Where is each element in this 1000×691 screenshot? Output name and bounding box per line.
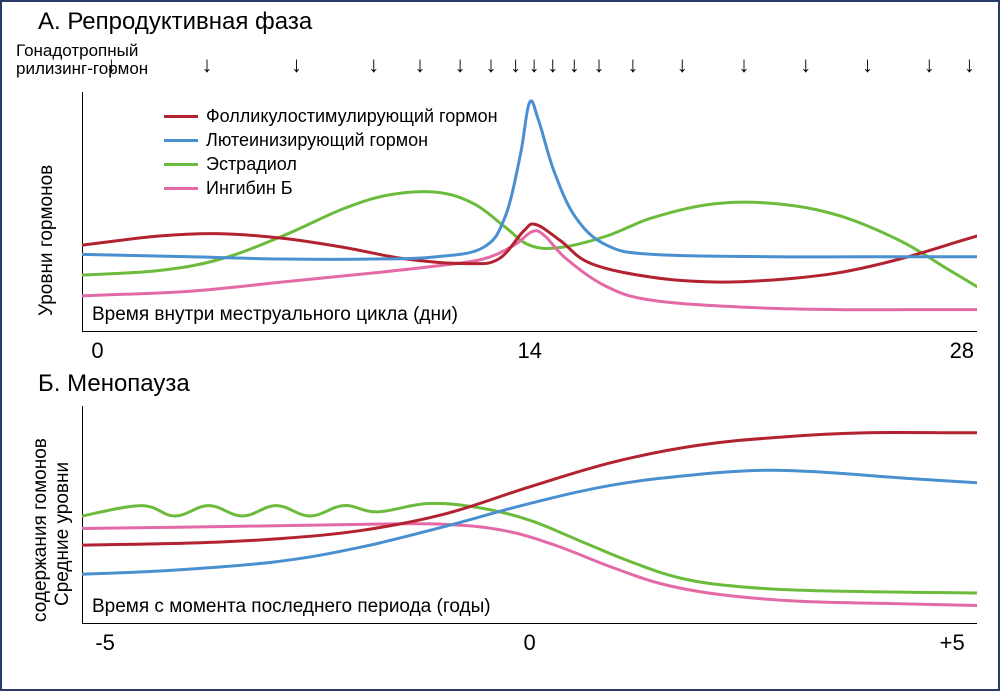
series-inhibin [82, 524, 977, 606]
panel-b-title: Б. Менопауза [38, 370, 190, 398]
x-tick-label: -5 [95, 630, 115, 656]
panel-a-ylabel: Уровни гормонов [36, 165, 58, 316]
gnrh-arrow-row: ↓ ↓ ↓ ↓ ↓ ↓ ↓ ↓ ↓ ↓ ↓ ↓ ↓ ↓ ↓ ↓ ↓ ↓ ↓ [82, 52, 977, 80]
panel-b-xinner: Время с момента последнего периода (годы… [92, 596, 491, 618]
legend-label: Эстрадиол [206, 154, 297, 175]
panel-b-plot: Средние уровни содержания гомонов Время … [82, 406, 977, 624]
gnrh-arrow-icon: ↓ [800, 54, 811, 76]
panel-a-title: А. Репродуктивная фаза [38, 8, 988, 36]
panel-a-xinner: Время внутри меструального цикла (дни) [92, 304, 458, 326]
gnrh-arrow-icon: ↓ [862, 54, 873, 76]
gnrh-arrow-icon: ↓ [593, 54, 604, 76]
gnrh-arrow-icon: ↓ [547, 54, 558, 76]
panel-a-plot: Уровни гормонов Фолликулостимулирующий г… [82, 92, 977, 332]
panel-b-ylabel-2: содержания гомонов [30, 438, 52, 622]
gnrh-arrow-icon: ↓ [202, 54, 213, 76]
gnrh-arrow-icon: ↓ [485, 54, 496, 76]
x-tick-label: 0 [524, 630, 536, 656]
legend-item: Ингибин Б [164, 176, 498, 200]
panel-a-xticks: 01428 [82, 334, 977, 360]
panel-a-legend: Фолликулостимулирующий гормон Лютеинизиру… [164, 104, 498, 200]
gnrh-arrow-icon: ↓ [739, 54, 750, 76]
legend-swatch-icon [164, 115, 198, 118]
x-tick-label: 14 [518, 338, 542, 364]
series-inhibin [82, 231, 977, 310]
legend-label: Фолликулостимулирующий гормон [206, 106, 498, 127]
legend-label: Лютеинизирующий гормон [206, 130, 428, 151]
figure-frame: А. Репродуктивная фаза Гонадотропный рил… [0, 0, 1000, 691]
series-estradiol [82, 503, 977, 593]
x-tick-label: 28 [950, 338, 974, 364]
panel-b-svg [82, 406, 977, 624]
panel-b-xticks: -50+5 [82, 626, 977, 652]
gnrh-arrow-icon: ↓ [627, 54, 638, 76]
gnrh-arrow-icon: ↓ [964, 54, 975, 76]
x-tick-label: +5 [940, 630, 965, 656]
x-tick-label: 0 [91, 338, 103, 364]
gnrh-arrow-icon: ↓ [924, 54, 935, 76]
gnrh-arrow-icon: ↓ [677, 54, 688, 76]
gnrh-arrow-icon: ↓ [455, 54, 466, 76]
gnrh-arrow-icon: ↓ [106, 54, 117, 76]
legend-item: Эстрадиол [164, 152, 498, 176]
legend-swatch-icon [164, 139, 198, 142]
gnrh-arrow-icon: ↓ [291, 54, 302, 76]
legend-label: Ингибин Б [206, 178, 293, 199]
gnrh-arrow-icon: ↓ [529, 54, 540, 76]
legend-swatch-icon [164, 163, 198, 166]
gnrh-arrow-icon: ↓ [368, 54, 379, 76]
panel-b-ylabel-1: Средние уровни [52, 462, 74, 606]
legend-item: Лютеинизирующий гормон [164, 128, 498, 152]
legend-item: Фолликулостимулирующий гормон [164, 104, 498, 128]
gnrh-arrow-icon: ↓ [510, 54, 521, 76]
gnrh-arrow-icon: ↓ [414, 54, 425, 76]
gnrh-arrow-icon: ↓ [569, 54, 580, 76]
legend-swatch-icon [164, 187, 198, 190]
series-fsh [82, 432, 977, 545]
